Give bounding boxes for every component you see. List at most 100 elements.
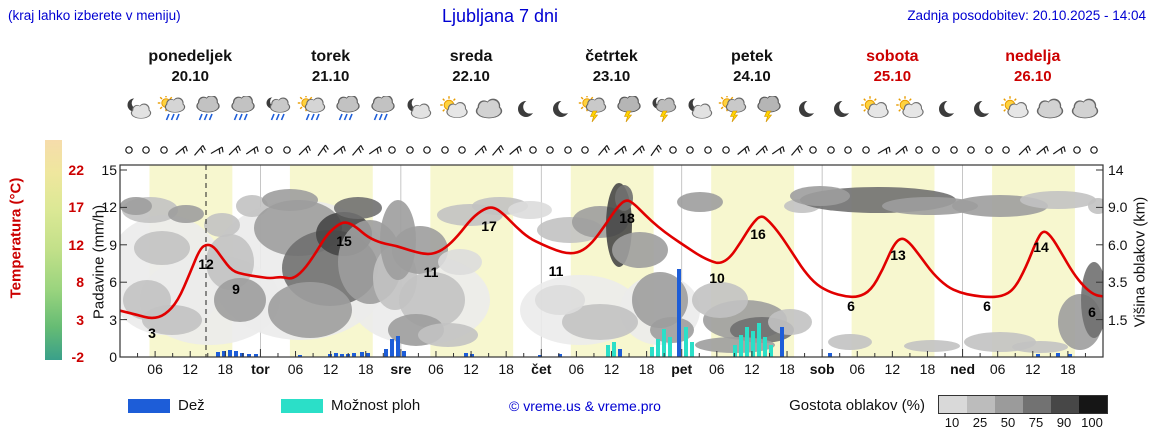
weather-icon-cloudstorm bbox=[613, 95, 645, 124]
weather-icon-moon bbox=[929, 96, 961, 124]
wind-calm-icon bbox=[279, 141, 295, 159]
wind-barb-icon bbox=[244, 141, 260, 159]
day-abbr: pet bbox=[671, 361, 693, 377]
wind-barb-icon bbox=[1034, 141, 1050, 159]
wind-barb-icon bbox=[191, 141, 207, 159]
time-tick: 06 bbox=[568, 361, 585, 377]
wind-barb-icon bbox=[209, 141, 225, 159]
temperature-curve bbox=[120, 199, 1103, 320]
time-tick: 06 bbox=[989, 361, 1006, 377]
time-tick: 18 bbox=[498, 361, 514, 377]
weather-icon-suncloudrain bbox=[157, 94, 189, 124]
time-tick: 06 bbox=[428, 361, 444, 377]
density-tick: 90 bbox=[1056, 415, 1072, 430]
temp-tick: 8 bbox=[76, 274, 84, 291]
cloud-cover-layer bbox=[120, 183, 1103, 353]
weather-icon-cloud bbox=[473, 96, 505, 124]
day-name: sreda bbox=[449, 48, 493, 65]
weather-icon-cloud bbox=[1034, 96, 1066, 124]
weather-icon-suncloud bbox=[894, 96, 926, 124]
day-name: nedelja bbox=[1005, 48, 1061, 65]
wind-calm-icon bbox=[823, 141, 839, 159]
temp-value-label: 6 bbox=[1088, 304, 1096, 320]
weather-icon-moon bbox=[543, 96, 575, 124]
wind-calm-icon bbox=[419, 141, 435, 159]
day-date: 24.10 bbox=[733, 68, 771, 85]
wind-calm-icon bbox=[981, 141, 997, 159]
time-tick: 18 bbox=[217, 361, 234, 377]
day-date: 21.10 bbox=[311, 68, 350, 85]
wind-calm-icon bbox=[946, 141, 962, 159]
precip-tick: 3 bbox=[109, 311, 117, 328]
time-tick: 18 bbox=[779, 361, 795, 377]
time-tick: 18 bbox=[919, 361, 936, 377]
cloud-tick: 9.0 bbox=[1108, 199, 1128, 216]
wind-calm-icon bbox=[577, 141, 593, 159]
day-abbr: sob bbox=[809, 361, 835, 377]
weather-icon-moon bbox=[508, 96, 540, 124]
wind-calm-icon bbox=[840, 141, 856, 159]
temp-tick: -2 bbox=[71, 349, 84, 365]
temp-value-label: 6 bbox=[983, 298, 991, 314]
wind-calm-icon bbox=[138, 141, 154, 159]
time-tick: 12 bbox=[744, 361, 760, 377]
time-tick: 12 bbox=[322, 361, 339, 377]
credit-link[interactable]: © vreme.us & vreme.pro bbox=[509, 398, 661, 414]
time-tick: 18 bbox=[357, 361, 374, 377]
wind-calm-icon bbox=[384, 141, 400, 159]
weather-icon-cloudrain bbox=[227, 95, 259, 124]
temp-tick: 12 bbox=[68, 236, 84, 253]
density-swatch bbox=[1051, 396, 1079, 413]
wind-calm-icon bbox=[156, 141, 172, 159]
precip-bars bbox=[216, 269, 1072, 357]
weather-icon-cloudstorm bbox=[753, 95, 785, 124]
wind-barb-icon bbox=[735, 141, 751, 159]
wind-calm-icon bbox=[121, 141, 137, 159]
density-tick: 50 bbox=[1000, 415, 1016, 430]
weather-icon-cloud bbox=[1069, 96, 1101, 124]
wind-barb-icon bbox=[595, 141, 611, 159]
weather-icon-moon bbox=[824, 96, 856, 124]
density-swatch bbox=[1023, 396, 1051, 413]
weather-icon-mooncloudrain bbox=[262, 96, 294, 124]
wind-barb-icon bbox=[367, 141, 383, 159]
wind-calm-icon bbox=[682, 141, 698, 159]
weather-icon-sunstorm bbox=[718, 94, 750, 124]
weather-icon-moonstorm bbox=[648, 96, 680, 124]
wind-calm-icon bbox=[525, 141, 541, 159]
weather-icon-suncloud bbox=[999, 96, 1031, 124]
day-date: 23.10 bbox=[592, 68, 631, 85]
wind-barb-icon bbox=[876, 141, 892, 159]
wind-barb-icon bbox=[489, 141, 505, 159]
temp-tick: 3 bbox=[76, 311, 84, 328]
density-tick: 25 bbox=[972, 415, 988, 430]
day-name: petek bbox=[731, 48, 773, 65]
wind-barb-icon bbox=[770, 141, 786, 159]
wind-barb-icon bbox=[893, 141, 909, 159]
time-tick: 12 bbox=[182, 361, 198, 377]
wind-calm-icon bbox=[542, 141, 558, 159]
wind-calm-icon bbox=[1069, 141, 1085, 159]
precip-tick: 0 bbox=[109, 349, 117, 365]
wind-barb-icon bbox=[630, 141, 646, 159]
showers-legend-label: Možnost ploh bbox=[331, 397, 421, 414]
wind-calm-icon bbox=[437, 141, 453, 159]
time-tick: 06 bbox=[147, 361, 163, 377]
time-tick: 12 bbox=[1024, 361, 1041, 377]
weather-icon-moon bbox=[964, 96, 996, 124]
wind-barb-icon bbox=[296, 141, 312, 159]
weather-icon-mooncloud bbox=[122, 96, 154, 124]
wind-barb-icon bbox=[226, 141, 242, 159]
wind-calm-icon bbox=[560, 141, 576, 159]
time-tick: 12 bbox=[884, 361, 901, 377]
weather-icon-mooncloud bbox=[683, 96, 715, 124]
time-tick: 12 bbox=[463, 361, 479, 377]
wind-barb-icon bbox=[788, 141, 804, 159]
page-title: Ljubljana 7 dni bbox=[441, 6, 559, 26]
day-date: 22.10 bbox=[452, 68, 490, 85]
wind-calm-icon bbox=[928, 141, 944, 159]
temp-value-label: 15 bbox=[336, 233, 352, 249]
cloud-density-scale bbox=[938, 395, 1108, 414]
wind-barb-icon bbox=[1016, 141, 1032, 159]
time-tick: 12 bbox=[603, 361, 620, 377]
